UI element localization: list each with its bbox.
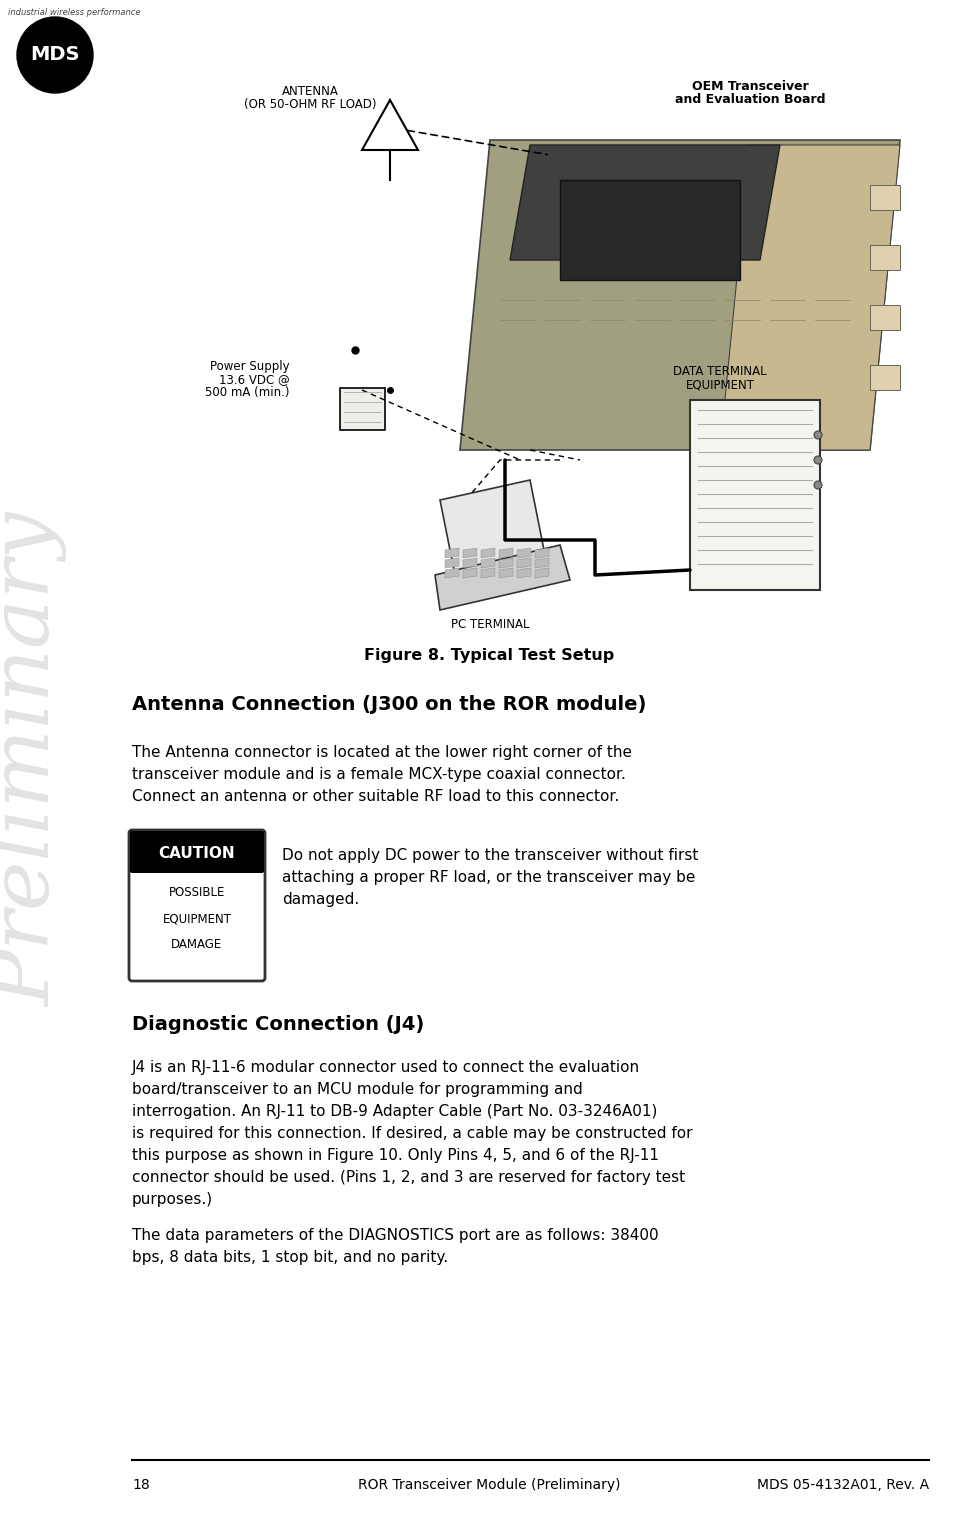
Text: purposes.): purposes.) (132, 1192, 213, 1207)
Text: bps, 8 data bits, 1 stop bit, and no parity.: bps, 8 data bits, 1 stop bit, and no par… (132, 1250, 448, 1265)
Polygon shape (362, 100, 418, 150)
Bar (869, 245, 899, 269)
Text: 18: 18 (132, 1478, 150, 1492)
Text: board/transceiver to an MCU module for programming and: board/transceiver to an MCU module for p… (132, 1082, 582, 1097)
Text: PC TERMINAL: PC TERMINAL (450, 617, 529, 631)
Polygon shape (534, 548, 549, 558)
Text: transceiver module and is a female MCX-type coaxial connector.: transceiver module and is a female MCX-t… (132, 767, 625, 782)
Circle shape (17, 17, 93, 92)
Text: CAUTION: CAUTION (158, 846, 235, 861)
Polygon shape (499, 558, 512, 567)
Text: attaching a proper RF load, or the transceiver may be: attaching a proper RF load, or the trans… (282, 870, 694, 885)
Polygon shape (510, 145, 779, 260)
FancyBboxPatch shape (129, 831, 265, 980)
Polygon shape (480, 558, 495, 567)
Text: DAMAGE: DAMAGE (171, 938, 222, 952)
Text: this purpose as shown in Figure 10. Only Pins 4, 5, and 6 of the RJ-11: this purpose as shown in Figure 10. Only… (132, 1148, 658, 1163)
Bar (869, 306, 899, 330)
Text: ROR Transceiver Module (Preliminary): ROR Transceiver Module (Preliminary) (358, 1478, 620, 1492)
Text: Do not apply DC power to the transceiver without first: Do not apply DC power to the transceiver… (282, 847, 697, 862)
Polygon shape (534, 567, 549, 578)
Polygon shape (480, 567, 495, 578)
Text: is required for this connection. If desired, a cable may be constructed for: is required for this connection. If desi… (132, 1126, 691, 1141)
Bar (689, 399, 820, 590)
Polygon shape (480, 548, 495, 558)
Polygon shape (499, 548, 512, 558)
Text: ANTENNA: ANTENNA (282, 85, 338, 98)
Polygon shape (445, 558, 459, 567)
Text: interrogation. An RJ-11 to DB-9 Adapter Cable (Part No. 03-3246A01): interrogation. An RJ-11 to DB-9 Adapter … (132, 1104, 656, 1120)
Circle shape (813, 431, 822, 439)
Text: MDS 05-4132A01, Rev. A: MDS 05-4132A01, Rev. A (756, 1478, 928, 1492)
Text: (OR 50-OHM RF LOAD): (OR 50-OHM RF LOAD) (244, 98, 376, 110)
Bar (559, 180, 739, 280)
Text: The Antenna connector is located at the lower right corner of the: The Antenna connector is located at the … (132, 744, 632, 760)
Text: connector should be used. (Pins 1, 2, and 3 are reserved for factory test: connector should be used. (Pins 1, 2, an… (132, 1170, 685, 1185)
Text: Figure 8. Typical Test Setup: Figure 8. Typical Test Setup (364, 648, 614, 663)
Text: DATA TERMINAL: DATA TERMINAL (673, 365, 766, 378)
Circle shape (813, 455, 822, 464)
Text: EQUIPMENT: EQUIPMENT (685, 378, 754, 390)
Text: 500 mA (min.): 500 mA (min.) (205, 386, 289, 399)
Bar (869, 185, 899, 210)
Polygon shape (434, 545, 569, 610)
Polygon shape (534, 558, 549, 567)
Text: Power Supply: Power Supply (210, 360, 289, 374)
Polygon shape (445, 548, 459, 558)
Text: Antenna Connection (J300 on the ROR module): Antenna Connection (J300 on the ROR modu… (132, 694, 645, 714)
Polygon shape (463, 558, 476, 567)
Polygon shape (439, 480, 545, 575)
Polygon shape (445, 567, 459, 578)
Text: 13.6 VDC @: 13.6 VDC @ (219, 374, 289, 386)
Circle shape (813, 481, 822, 489)
Text: damaged.: damaged. (282, 893, 359, 906)
Polygon shape (516, 548, 530, 558)
Text: Diagnostic Connection (J4): Diagnostic Connection (J4) (132, 1015, 423, 1033)
Text: POSSIBLE: POSSIBLE (168, 887, 225, 900)
Text: OEM Transceiver: OEM Transceiver (690, 80, 808, 92)
Polygon shape (463, 567, 476, 578)
FancyBboxPatch shape (130, 831, 264, 873)
Polygon shape (463, 548, 476, 558)
Bar (869, 365, 899, 390)
Text: Preliminary: Preliminary (0, 513, 68, 1008)
Polygon shape (516, 567, 530, 578)
Text: Connect an antenna or other suitable RF load to this connector.: Connect an antenna or other suitable RF … (132, 788, 619, 803)
Text: The data parameters of the DIAGNOSTICS port are as follows: 38400: The data parameters of the DIAGNOSTICS p… (132, 1229, 658, 1244)
Text: J4 is an RJ-11-6 modular connector used to connect the evaluation: J4 is an RJ-11-6 modular connector used … (132, 1061, 640, 1076)
Polygon shape (460, 141, 899, 449)
Text: and Evaluation Board: and Evaluation Board (674, 92, 824, 106)
Polygon shape (516, 558, 530, 567)
Text: EQUIPMENT: EQUIPMENT (162, 912, 231, 926)
Bar (339, 387, 384, 430)
Text: MDS: MDS (30, 45, 79, 65)
Polygon shape (499, 567, 512, 578)
Polygon shape (719, 145, 899, 449)
Text: industrial wireless performance: industrial wireless performance (8, 8, 141, 17)
